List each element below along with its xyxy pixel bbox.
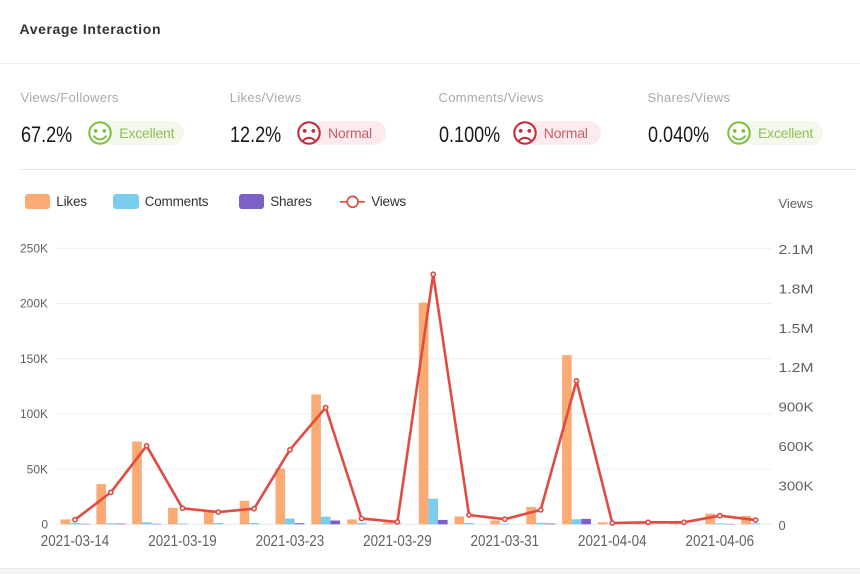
svg-text:600K: 600K — [779, 439, 814, 454]
svg-text:1.8M: 1.8M — [779, 281, 814, 296]
svg-text:2021-04-04: 2021-04-04 — [578, 533, 647, 550]
svg-text:2021-03-23: 2021-03-23 — [256, 533, 325, 550]
svg-text:2.1M: 2.1M — [779, 242, 814, 257]
svg-text:1.5M: 1.5M — [779, 321, 814, 336]
svg-text:50K: 50K — [27, 462, 48, 476]
svg-text:2021-04-06: 2021-04-06 — [686, 533, 755, 550]
svg-text:250K: 250K — [20, 242, 48, 256]
svg-text:300K: 300K — [779, 479, 814, 494]
svg-text:100K: 100K — [20, 407, 48, 421]
svg-text:200K: 200K — [20, 297, 48, 311]
svg-text:2021-03-31: 2021-03-31 — [471, 533, 540, 550]
svg-text:2021-03-29: 2021-03-29 — [363, 533, 432, 550]
svg-text:150K: 150K — [20, 352, 48, 366]
svg-text:0: 0 — [41, 518, 48, 532]
svg-text:2021-03-19: 2021-03-19 — [148, 533, 217, 550]
svg-text:900K: 900K — [779, 400, 814, 415]
svg-text:1.2M: 1.2M — [779, 360, 814, 375]
svg-text:2021-03-14: 2021-03-14 — [41, 533, 110, 550]
svg-text:0: 0 — [779, 518, 786, 533]
